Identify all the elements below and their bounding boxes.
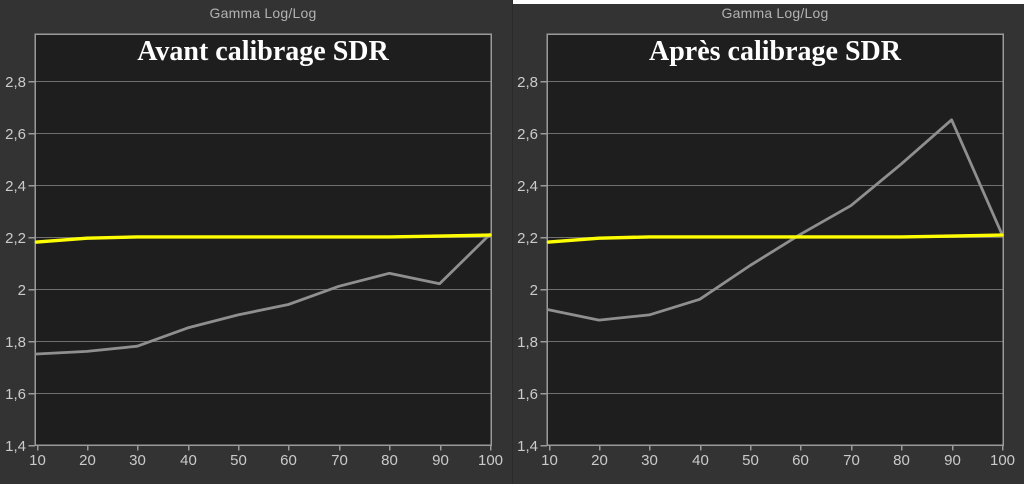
chart-panel-avant: 1,4 1,6 1,8 2 2,2 2,4 2,6 2,8 10 20 30 40 50 60 70 80 90… — [5, 5, 503, 469]
svg-text:20: 20 — [79, 452, 96, 469]
svg-text:70: 70 — [843, 452, 860, 469]
svg-text:20: 20 — [591, 452, 608, 469]
svg-text:1,8: 1,8 — [517, 334, 538, 351]
chart-title: Après calibrage SDR — [649, 36, 901, 67]
svg-text:30: 30 — [641, 452, 658, 469]
svg-text:50: 50 — [742, 452, 759, 469]
svg-text:1,4: 1,4 — [517, 438, 538, 455]
svg-text:30: 30 — [129, 452, 146, 469]
chart-panel-apres: 1,4 1,6 1,8 2 2,2 2,4 2,6 2,8 10 20 30 40 50 60 70 80 90… — [512, 0, 1024, 484]
svg-text:100: 100 — [990, 452, 1015, 469]
svg-text:2: 2 — [18, 282, 26, 299]
svg-text:2,6: 2,6 — [5, 126, 26, 143]
svg-text:2,6: 2,6 — [517, 126, 538, 143]
chart-title: Avant calibrage SDR — [137, 36, 389, 67]
svg-text:1,4: 1,4 — [5, 438, 26, 455]
svg-text:60: 60 — [792, 452, 809, 469]
chart-header: Gamma Log/Log — [721, 5, 829, 21]
svg-text:50: 50 — [230, 452, 247, 469]
svg-text:80: 80 — [381, 452, 398, 469]
svg-text:70: 70 — [331, 452, 348, 469]
apres-chart-canvas: 1,4 1,6 1,8 2 2,2 2,4 2,6 2,8 10 20 30 40 50 60 70 80 90… — [517, 33, 1015, 469]
svg-text:1,6: 1,6 — [517, 386, 538, 403]
screenshot-seam-strip — [513, 0, 1024, 4]
avant-chart-canvas: 1,4 1,6 1,8 2 2,2 2,4 2,6 2,8 10 20 30 40 50 60 70 80 90… — [5, 33, 503, 469]
svg-text:100: 100 — [478, 452, 503, 469]
svg-text:10: 10 — [541, 452, 558, 469]
svg-text:10: 10 — [29, 452, 46, 469]
svg-text:1,8: 1,8 — [5, 334, 26, 351]
svg-text:2,8: 2,8 — [5, 74, 26, 91]
svg-text:80: 80 — [893, 452, 910, 469]
svg-text:40: 40 — [180, 452, 197, 469]
svg-text:2,2: 2,2 — [5, 230, 26, 247]
svg-text:1,6: 1,6 — [5, 386, 26, 403]
svg-text:2,2: 2,2 — [517, 230, 538, 247]
svg-text:2,8: 2,8 — [517, 74, 538, 91]
svg-text:40: 40 — [692, 452, 709, 469]
svg-text:90: 90 — [432, 452, 449, 469]
svg-text:90: 90 — [944, 452, 961, 469]
svg-text:2: 2 — [530, 282, 538, 299]
panel-divider — [512, 0, 513, 484]
svg-text:60: 60 — [280, 452, 297, 469]
svg-text:2,4: 2,4 — [5, 178, 26, 195]
chart-header: Gamma Log/Log — [209, 5, 317, 21]
svg-text:2,4: 2,4 — [517, 178, 538, 195]
